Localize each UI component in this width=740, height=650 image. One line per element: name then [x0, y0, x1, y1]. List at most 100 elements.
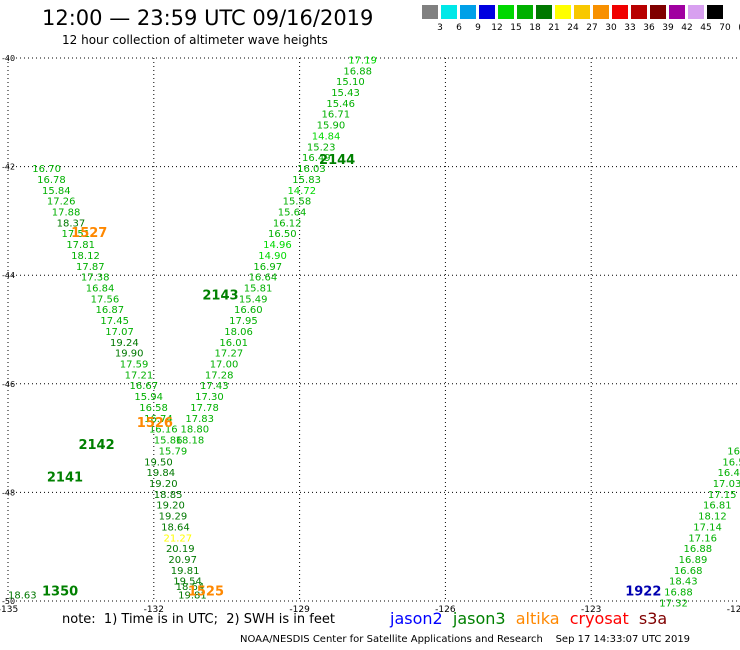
wave-height-value: 17.07 — [105, 327, 134, 338]
wave-height-value: 16.87 — [95, 305, 124, 316]
legend-swatch — [669, 5, 685, 19]
map-title: 12:00 — 23:59 UTC 09/16/2019 — [42, 6, 374, 30]
wave-height-value: 17.03 — [713, 479, 740, 490]
wave-height-value: 16.67 — [130, 381, 159, 392]
wave-height-value: 15.86 — [154, 436, 183, 447]
satellite-name: cryosat — [569, 609, 639, 628]
legend-unit: (ft) — [730, 23, 740, 33]
wave-height-value: 15.84 — [42, 186, 71, 197]
wave-height-value: 16.58 — [139, 403, 168, 414]
legend-swatch — [574, 5, 590, 19]
wave-height-value: 17.45 — [100, 316, 129, 327]
wave-height-value: 18.43 — [669, 577, 698, 588]
wave-height-value: 19.20 — [156, 501, 185, 512]
legend-label: 33 — [624, 23, 636, 33]
wave-height-value: 15.46 — [326, 99, 355, 110]
wave-height-value: 18.64 — [176, 582, 205, 593]
legend-swatch — [460, 5, 476, 19]
wave-height-value: 19.54 — [173, 577, 202, 588]
wave-height-value: 16.97 — [253, 262, 282, 273]
wave-height-value: 19.90 — [115, 349, 144, 360]
lat-tick-label: -46 — [2, 380, 15, 389]
wave-height-value: 14.72 — [287, 186, 316, 197]
wave-height-value: 16.81 — [703, 501, 732, 512]
lon-tick-label: -132 — [144, 605, 164, 615]
legend-label: 12 — [491, 23, 503, 33]
wave-height-value: 17.43 — [200, 381, 229, 392]
wave-height-value: 15.58 — [283, 197, 312, 208]
pass-id-label: 1527 — [71, 226, 107, 241]
pass-id-label: 2144 — [319, 153, 355, 168]
wave-height-value: 21.27 — [164, 533, 193, 544]
legend-label: 30 — [605, 23, 617, 33]
wave-height-value: 15.23 — [307, 142, 336, 153]
legend-label: 39 — [662, 23, 674, 33]
wave-height-value: 15.94 — [134, 392, 163, 403]
wave-height-value: 18.37 — [57, 218, 86, 229]
pass-id-label: 2142 — [78, 438, 114, 453]
wave-height-value: 18.64 — [161, 522, 190, 533]
legend-label: 70 — [719, 23, 731, 33]
legend-swatch — [422, 5, 438, 19]
legend-swatch — [517, 5, 533, 19]
pass-id-label: 2141 — [47, 471, 83, 486]
wave-height-value: 18.12 — [698, 512, 727, 523]
satellite-name: jason3 — [452, 609, 516, 628]
wave-height-value: 17.87 — [76, 262, 105, 273]
legend-label: 18 — [529, 23, 541, 33]
wave-height-value: 17.21 — [125, 370, 154, 381]
legend-label: 15 — [510, 23, 522, 33]
wave-height-value: 17.00 — [210, 360, 239, 371]
legend-label: 9 — [475, 23, 481, 33]
pass-id-label: 1922 — [625, 585, 661, 600]
wave-height-value: 15.49 — [239, 294, 268, 305]
legend-swatch — [688, 5, 704, 19]
wave-height-value: 16.01 — [219, 338, 248, 349]
wave-height-value: 17.32 — [659, 598, 688, 609]
wave-height-value: 16.78 — [37, 175, 66, 186]
lon-tick-label: -129 — [289, 605, 310, 615]
legend-swatch — [479, 5, 495, 19]
lat-tick-label: -42 — [2, 163, 15, 172]
wave-height-value: 15.43 — [331, 88, 360, 99]
wave-height-value: 16.89 — [679, 555, 708, 566]
wave-height-value: 14.84 — [312, 131, 341, 142]
wave-height-value: 19.20 — [149, 479, 178, 490]
pass-id-label: 2143 — [202, 289, 238, 304]
wave-height-value: 17.81 — [66, 240, 95, 251]
wave-height-value: 17.88 — [52, 207, 81, 218]
wave-height-value: 16.16 — [149, 425, 178, 436]
legend-label: 21 — [548, 23, 560, 33]
wave-height-value: 19.81 — [178, 590, 207, 601]
wave-height-value: 16.88 — [684, 544, 713, 555]
wave-height-value: 19.24 — [110, 338, 139, 349]
legend-swatch — [650, 5, 666, 19]
wave-height-value: 16.71 — [321, 110, 350, 121]
wave-height-value: 18.06 — [224, 327, 253, 338]
map-subtitle: 12 hour collection of altimeter wave hei… — [62, 33, 328, 47]
wave-height-value: 18.80 — [181, 425, 210, 436]
wave-height-value: 17.15 — [708, 490, 737, 501]
lon-tick-label: -123 — [581, 605, 601, 615]
legend-swatch — [707, 5, 723, 19]
wave-height-value: 17.59 — [120, 360, 149, 371]
wave-height-value: 15.10 — [336, 77, 365, 88]
wave-height-value: 16.12 — [273, 218, 302, 229]
wave-height-value: 16.60 — [234, 305, 263, 316]
wave-height-value: 20.19 — [166, 544, 195, 555]
wave-height-value: 16.74 — [144, 414, 173, 425]
wave-height-value: 16.88 — [664, 588, 693, 599]
legend-swatch — [593, 5, 609, 19]
wave-height-value: 16.50 — [268, 229, 297, 240]
wave-height-value: 16.03 — [297, 164, 326, 175]
wave-height-value: 17.78 — [190, 403, 219, 414]
satellite-legend: jason2 jason3 altika cryosat s3a — [390, 609, 667, 628]
lat-tick-label: -40 — [2, 54, 15, 63]
lat-tick-label: -44 — [2, 271, 15, 280]
legend-label: 45 — [700, 23, 712, 33]
wave-height-value: 18.12 — [71, 251, 100, 262]
wave-height-value: 17.95 — [229, 316, 258, 327]
footer-credit: NOAA/NESDIS Center for Satellite Applica… — [240, 634, 691, 645]
wave-height-value: 17.14 — [693, 522, 722, 533]
wave-height-value: 14.96 — [263, 240, 292, 251]
